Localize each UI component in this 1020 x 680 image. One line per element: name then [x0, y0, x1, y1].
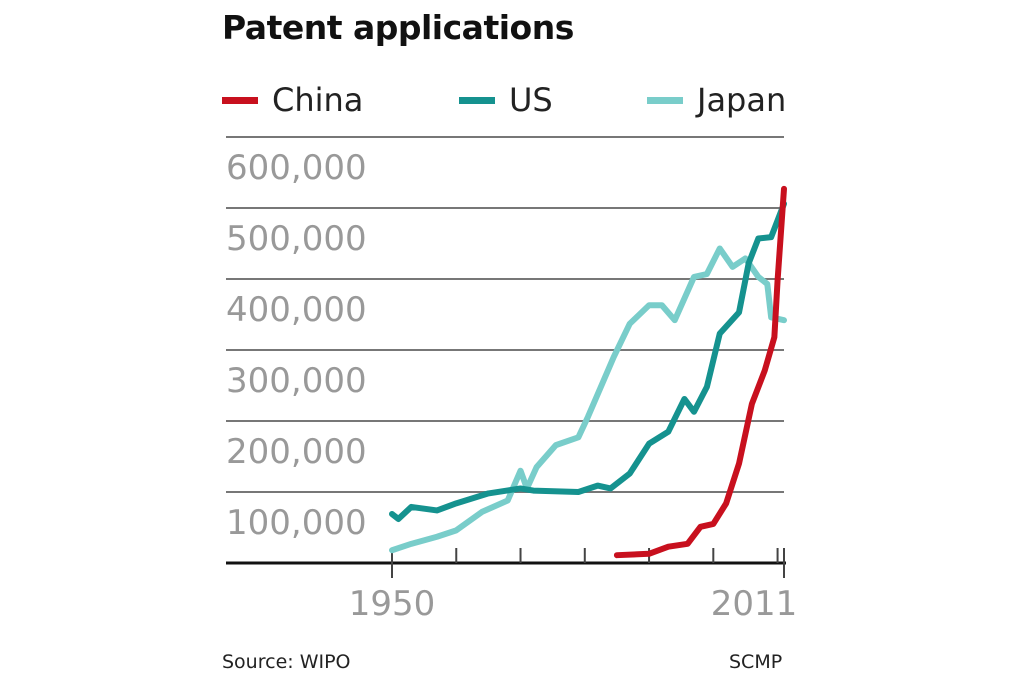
y-tick-label: 600,000	[226, 148, 367, 188]
y-tick-label: 400,000	[226, 290, 367, 330]
source-note: Source: WIPO	[222, 650, 351, 674]
y-tick-label: 500,000	[226, 219, 367, 259]
series-line-us	[392, 204, 784, 519]
x-tick-label: 2011	[711, 584, 798, 624]
credit-note: SCMP	[729, 650, 782, 674]
y-tick-label: 300,000	[226, 361, 367, 401]
y-tick-label: 100,000	[226, 503, 367, 543]
x-tick-label: 1950	[349, 584, 436, 624]
y-tick-label: 200,000	[226, 432, 367, 472]
